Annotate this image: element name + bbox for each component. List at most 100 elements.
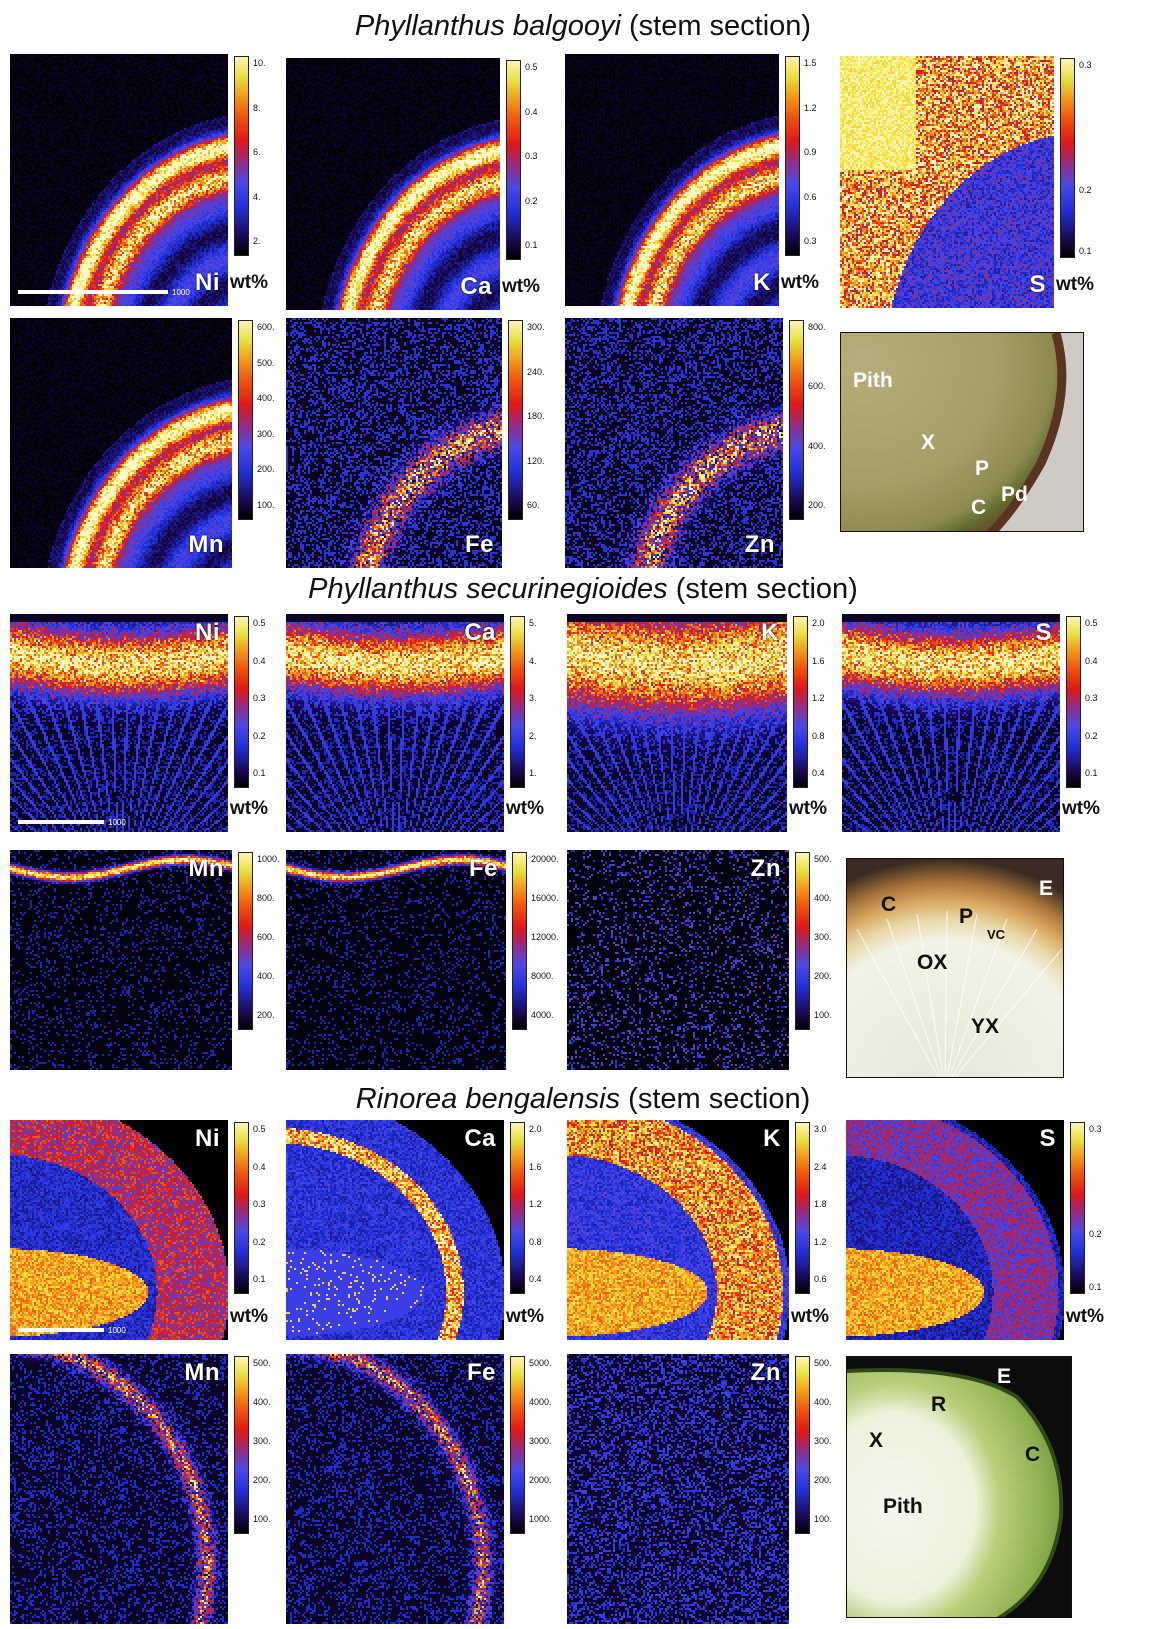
colorbar-tick-label: 4000. [531, 1010, 554, 1020]
colorbar-tick-label: 0.2 [253, 730, 266, 741]
colorbar-tick-label: 100. [257, 500, 275, 510]
colorbar [795, 1122, 810, 1294]
colorbar-tick-label: 0.8 [812, 730, 825, 741]
colorbar [508, 320, 523, 520]
element-label: K [753, 269, 771, 296]
element-map-image [10, 318, 232, 568]
colorbar-ticks: 800. 600. 400. 200. [808, 320, 848, 520]
colorbar-tick-label: 0.5 [253, 1124, 266, 1134]
map-panel: Zn [567, 1354, 789, 1624]
colorbar-tick-label: 0.4 [529, 1274, 542, 1284]
colorbar-tick-label: 180. [527, 411, 545, 421]
colorbar-tick-label: 4000. [529, 1397, 552, 1407]
colorbar-tick-label: 0.1 [253, 1274, 266, 1284]
map-panel: Ca [286, 1120, 504, 1340]
colorbar-tick-label: 0.3 [1085, 693, 1098, 703]
section-suffix: (stem section) [620, 1083, 811, 1115]
map-panel: Ni 1000 [10, 54, 228, 306]
colorbar-tick-label: 4. [529, 655, 537, 666]
colorbar-tick-label: 8. [253, 102, 261, 113]
colorbar-tick-label: 0.1 [1085, 768, 1098, 778]
colorbar-tick-label: 500. [814, 854, 832, 864]
element-map-image [10, 54, 228, 306]
colorbar-tick-label: 400. [257, 393, 275, 404]
colorbar-tick-label: 400. [814, 1397, 832, 1407]
colorbar-tick-label: 800. [257, 893, 275, 903]
map-panel: S [840, 56, 1054, 308]
element-label: K [761, 619, 779, 646]
colorbar-tick-label: 8000. [531, 971, 554, 981]
colorbar-tick-label: 600. [808, 381, 826, 392]
map-panel: Fe [286, 850, 506, 1070]
colorbar-tick-label: 500. [253, 1358, 271, 1368]
colorbar-tick-label: 5000. [529, 1358, 552, 1368]
map-panel: Ca [286, 614, 504, 832]
colorbar-tick-label: 1. [529, 768, 537, 778]
colorbar [1070, 1122, 1085, 1294]
photo-label-pd: Pd [1001, 483, 1028, 506]
map-panel: S [846, 1120, 1064, 1340]
colorbar-tick-label: 0.3 [253, 693, 266, 703]
colorbar-tick-label: 1.6 [529, 1161, 542, 1172]
colorbar-tick-label: 0.6 [804, 191, 817, 202]
colorbar-tick-label: 5. [529, 618, 537, 628]
colorbar-ticks: 3.0 2.4 1.8 1.2 0.6 [814, 1122, 854, 1294]
element-label: Mn [184, 1359, 220, 1386]
colorbar-tick-label: 0.2 [1079, 184, 1092, 195]
colorbar-tick-label: 800. [808, 322, 826, 332]
colorbar-ticks: 0.3 0.2 0.1 [1089, 1122, 1129, 1294]
colorbar-tick-label: 2.0 [812, 618, 825, 628]
photo-label-vc: VC [987, 927, 1006, 942]
map-panel: K [567, 614, 787, 832]
stem-photo-bengalensis: E R X C Pith [846, 1356, 1072, 1618]
section-suffix: (stem section) [620, 10, 812, 42]
colorbar-tick-label: 0.1 [525, 240, 538, 250]
colorbar-ticks: 500. 400. 300. 200. 100. [253, 1356, 293, 1534]
stem-photo-image [841, 333, 1083, 531]
element-label: Ca [464, 1125, 496, 1152]
colorbar-tick-label: 3. [529, 693, 537, 703]
colorbar [234, 56, 249, 256]
species-name: Phyllanthus balgooyi [354, 10, 621, 42]
photo-label-x: X [921, 431, 936, 454]
element-label: Mn [188, 531, 224, 558]
unit-label: wt% [1056, 274, 1094, 295]
element-map-image [567, 850, 789, 1070]
element-map-image [286, 318, 502, 568]
map-panel: K [565, 54, 779, 306]
map-panel: Ni 1000 [10, 614, 228, 832]
map-panel: Mn [10, 850, 232, 1070]
colorbar-tick-label: 300. [253, 1436, 271, 1446]
unit-label: wt% [791, 1306, 829, 1327]
colorbar-tick-label: 200. [257, 1010, 275, 1020]
photo-label-ox: OX [917, 951, 948, 974]
colorbar-ticks: 2.0 1.6 1.2 0.8 0.4 [529, 1122, 569, 1294]
element-map-image [567, 1354, 789, 1624]
colorbar-tick-label: 4. [253, 191, 261, 202]
element-map-image [286, 614, 504, 832]
photo-label-pith: Pith [853, 369, 893, 392]
element-label: Ni [195, 269, 220, 296]
colorbar-tick-label: 0.4 [1085, 655, 1098, 666]
scale-bar-label: 1000 [172, 288, 190, 297]
photo-label-c: C [881, 893, 897, 916]
photo-label-e: E [1039, 877, 1054, 900]
colorbar-tick-label: 300. [257, 428, 275, 439]
element-label: Mn [188, 855, 224, 882]
map-panel: Ca [286, 58, 500, 310]
colorbar-tick-label: 1.2 [812, 693, 825, 703]
colorbar-tick-label: 400. [253, 1397, 271, 1407]
colorbar-tick-label: 120. [527, 455, 545, 466]
element-label: Fe [468, 855, 498, 882]
colorbar-tick-label: 2000. [529, 1475, 552, 1485]
element-label: Fe [466, 1359, 496, 1386]
photo-label-yx: YX [971, 1015, 1000, 1038]
colorbar [795, 1356, 810, 1534]
colorbar [785, 56, 800, 256]
element-label: Ni [195, 1125, 220, 1152]
colorbar-tick-label: 1.2 [804, 102, 817, 113]
colorbar-tick-label: 240. [527, 366, 545, 377]
colorbar-tick-label: 200. [814, 971, 832, 981]
colorbar-tick-label: 60. [527, 500, 540, 510]
colorbar-ticks: 5. 4. 3. 2. 1. [529, 616, 569, 788]
